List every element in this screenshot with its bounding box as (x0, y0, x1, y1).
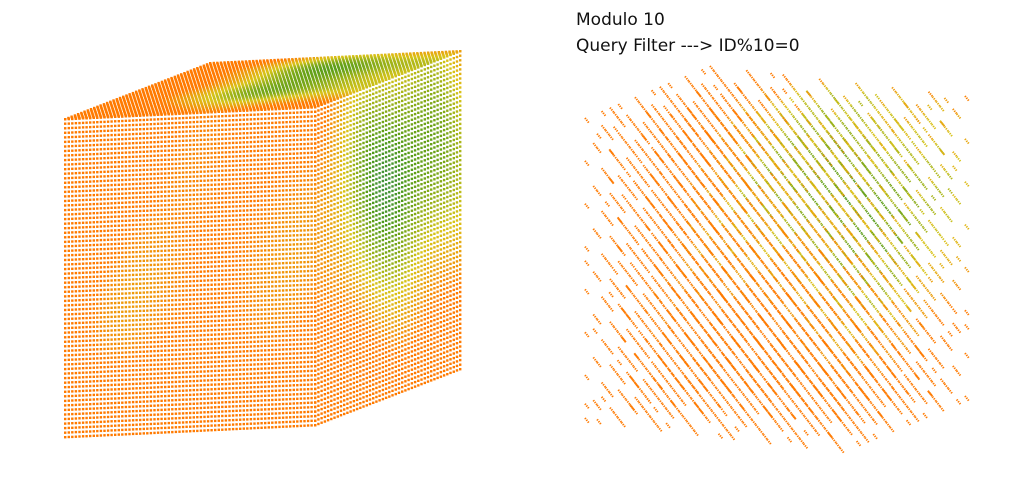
full-point-cloud-cube (64, 50, 462, 439)
filter-title: Modulo 10 (576, 10, 665, 30)
filtered-point-cloud-cube (584, 65, 970, 454)
query-filter-label: Query Filter ---> ID%10=0 (576, 36, 800, 56)
